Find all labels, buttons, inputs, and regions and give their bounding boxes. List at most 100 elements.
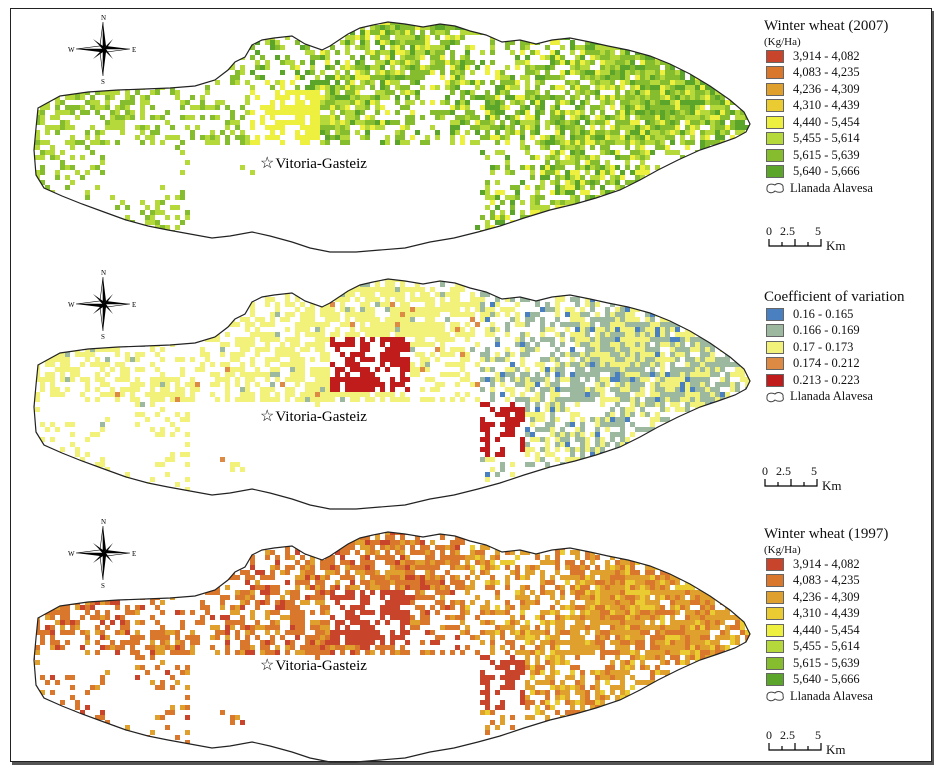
scale-bar-graphic [768,239,822,247]
star-icon: ☆ [260,155,275,172]
legend-class-item: 3,914 - 4,082 [764,556,888,573]
legend-swatch [766,99,784,113]
legend-swatch [766,165,784,179]
legend-class-item: 5,615 - 5,639 [764,147,888,164]
city-label: ☆Vitoria-Gasteiz [260,406,367,426]
scale-unit: Km [826,742,846,757]
legend-classes: 0.16 - 0.165 0.166 - 0.169 0.17 - 0.173 0.1… [764,306,905,389]
legend-title: Coefficient of variation [764,289,905,305]
legend-class-label: 4,083 - 4,235 [793,573,860,588]
map-cv [33,278,751,510]
legend-class-label: 0.17 - 0.173 [793,339,854,354]
legend-class-item: 4,236 - 4,309 [764,81,888,98]
scale-bar-1: 0 2.5 5 Km [766,224,856,253]
legend-class-item: 5,455 - 5,614 [764,131,888,148]
legend-class-item: 4,310 - 4,439 [764,98,888,115]
legend-class-label: 4,310 - 4,439 [793,98,860,113]
boundary-icon [766,183,784,194]
legend-swatch [766,623,784,637]
legend-swatch [766,324,784,338]
compass-letter-w: W [68,550,75,558]
legend-swatch [766,49,784,63]
legend-class-label: 0.16 - 0.165 [793,306,854,321]
map-1997 [33,531,751,763]
legend-boundary: Llanada Alavesa [764,688,888,704]
legend-class-item: 0.17 - 0.173 [764,339,905,356]
legend-swatch [766,673,784,687]
legend-class-label: 0.213 - 0.223 [793,372,860,387]
legend-class-label: 5,455 - 5,614 [793,639,860,654]
legend-class-item: 0.174 - 0.212 [764,356,905,373]
compass-letter-e: E [132,550,136,558]
scale-unit: Km [822,478,842,493]
map-panel-cv: ☆Vitoria-Gasteiz N S W E Coefficient of var… [0,257,947,510]
legend-class-label: 4,440 - 5,454 [793,622,860,637]
legend-swatch [766,82,784,96]
legend-class-label: 5,455 - 5,614 [793,131,860,146]
legend-class-label: 5,615 - 5,639 [793,655,860,670]
legend-boundary: Llanada Alavesa [764,389,905,405]
legend-swatch [766,607,784,621]
city-name: Vitoria-Gasteiz [275,658,367,674]
legend-class-label: 5,640 - 5,666 [793,164,860,179]
star-icon: ☆ [260,408,275,425]
compass-letter-s: S [101,333,105,339]
boundary-icon [766,391,784,402]
map-panel-1997: ☆Vitoria-Gasteiz N S W E Winter wheat (1997… [0,510,947,771]
legend-classes: 3,914 - 4,082 4,083 - 4,235 4,236 - 4,309 4… [764,556,888,688]
city-name: Vitoria-Gasteiz [275,156,367,172]
city-label: ☆Vitoria-Gasteiz [260,153,367,173]
scale-tick: 5 [815,728,821,742]
north-arrow-icon: N S W E [68,518,138,593]
legend-classes: 3,914 - 4,082 4,083 - 4,235 4,236 - 4,309 4… [764,48,888,180]
scale-unit: Km [826,238,846,253]
compass-letter-s: S [101,582,105,588]
legend-swatch [766,340,784,354]
scale-bar-3: 0 2.5 5 Km [766,728,856,757]
legend-swatch [766,115,784,129]
compass-letter-n: N [101,14,106,22]
legend-class-item: 4,310 - 4,439 [764,606,888,623]
legend-boundary-label: Llanada Alavesa [790,688,873,703]
legend-swatch [766,557,784,571]
legend-boundary-label: Llanada Alavesa [790,180,873,195]
legend-class-item: 5,640 - 5,666 [764,672,888,689]
legend-swatch [766,640,784,654]
scale-tick: 2.5 [780,728,795,742]
north-arrow-icon: N S W E [68,14,138,89]
legend-unit: (Kg/Ha) [764,36,801,48]
legend-class-label: 0.174 - 0.212 [793,356,860,371]
legend-boundary: Llanada Alavesa [764,180,888,196]
compass-letter-w: W [68,46,75,54]
legend-class-item: 0.16 - 0.165 [764,306,905,323]
legend-class-label: 5,615 - 5,639 [793,147,860,162]
legend-class-item: 4,083 - 4,235 [764,573,888,590]
legend-class-item: 0.213 - 0.223 [764,372,905,389]
legend-class-item: 5,640 - 5,666 [764,164,888,181]
legend-class-item: 5,455 - 5,614 [764,639,888,656]
legend-title: Winter wheat (2007) [764,18,889,34]
scale-bar-graphic [764,479,818,487]
scale-bar-2: 0 2.5 5 Km [762,464,852,493]
legend-cv: Coefficient of variation 0.16 - 0.165 0.1… [764,289,905,405]
legend-swatch [766,66,784,80]
legend-class-label: 4,236 - 4,309 [793,589,860,604]
north-arrow-icon: N S W E [68,269,138,344]
compass-letter-n: N [101,269,106,277]
legend-swatch [766,307,784,321]
legend-swatch [766,590,784,604]
legend-class-label: 0.166 - 0.169 [793,323,860,338]
legend-class-item: 0.166 - 0.169 [764,323,905,340]
legend-class-item: 4,440 - 5,454 [764,622,888,639]
legend-class-item: 4,440 - 5,454 [764,114,888,131]
compass-letter-e: E [132,301,136,309]
legend-swatch [766,132,784,146]
legend-swatch [766,656,784,670]
legend-class-item: 3,914 - 4,082 [764,48,888,65]
legend-swatch [766,574,784,588]
legend-swatch [766,357,784,371]
scale-tick: 0 [762,464,768,478]
scale-tick: 0 [766,224,772,238]
city-name: Vitoria-Gasteiz [275,409,367,425]
legend-class-label: 4,236 - 4,309 [793,81,860,96]
